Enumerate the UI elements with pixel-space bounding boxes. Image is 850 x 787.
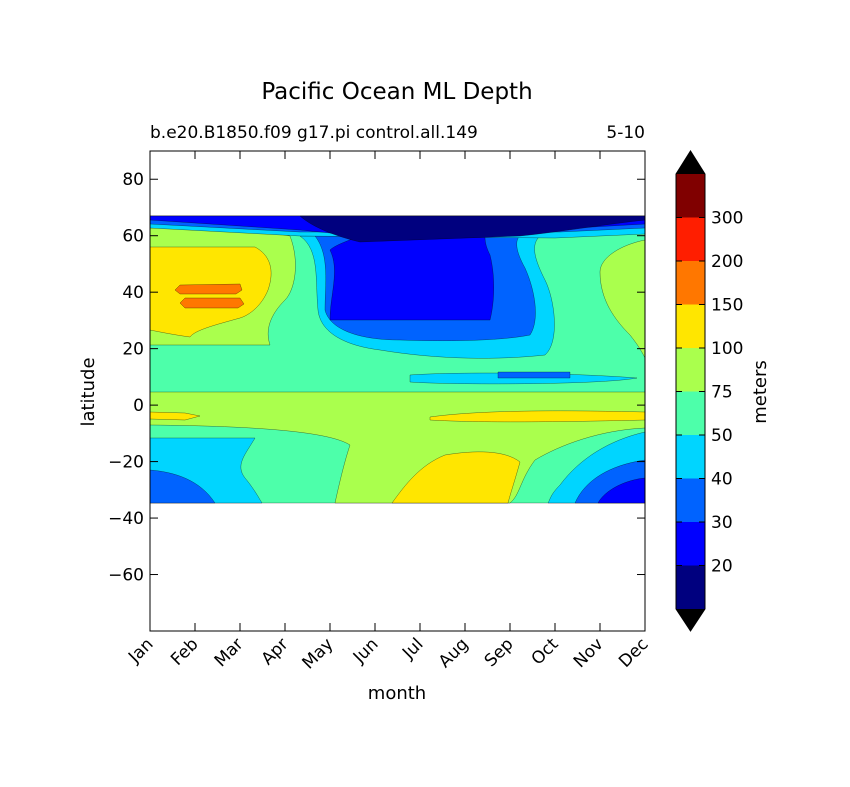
colorbar-segment xyxy=(676,348,705,392)
band-100-150-south xyxy=(391,451,521,504)
y-tick-label: 20 xyxy=(122,340,144,360)
band-30-40-south-left xyxy=(150,469,216,504)
colorbar-tick-label: 50 xyxy=(711,426,733,446)
band-75-100-north-right xyxy=(599,239,645,359)
colorbar-tick-label: 100 xyxy=(711,339,743,359)
colorbar-segment xyxy=(676,565,705,609)
band-30-40-equator xyxy=(497,371,571,379)
x-tick-label: Jan xyxy=(124,634,157,667)
y-tick-label: 60 xyxy=(122,227,144,247)
colorbar-extend-top xyxy=(676,151,705,174)
plot-frame xyxy=(149,150,646,632)
band-40-50-equator xyxy=(409,372,638,385)
y-tick-label: −20 xyxy=(108,453,144,473)
band-150-200-north-a xyxy=(174,283,243,295)
colorbar-outline xyxy=(675,150,706,632)
x-tick-label: Sep xyxy=(481,634,518,671)
colorbar-segment xyxy=(676,261,705,305)
colorbar-segment xyxy=(676,391,705,435)
band-lt20-polar xyxy=(299,215,645,243)
colorbar-tick-label: 200 xyxy=(711,252,743,272)
colorbar-segment xyxy=(676,522,705,566)
colorbar-extend-bottom xyxy=(676,609,705,631)
colorbar-tick-label: 75 xyxy=(711,383,733,403)
x-tick-label: Feb xyxy=(167,634,202,669)
colorbar-segment xyxy=(676,217,705,261)
colorbar-segment xyxy=(676,435,705,479)
y-axis-label: latitude xyxy=(78,357,99,426)
colorbar-tick-label: 150 xyxy=(711,296,743,316)
x-tick-label: Oct xyxy=(528,634,563,669)
colorbar-segment xyxy=(676,174,705,218)
y-tick-label: 40 xyxy=(122,283,144,303)
band-150-200-north-b xyxy=(179,297,245,309)
colorbar: 20 30 40 50 75 100 150 200 300 xyxy=(675,150,743,632)
band-100-150-tropics xyxy=(150,410,645,423)
y-tick-label: −40 xyxy=(108,509,144,529)
x-tick-label: Jul xyxy=(398,634,427,663)
x-tick-label: Jun xyxy=(349,634,383,668)
colorbar-tick-label: 300 xyxy=(711,209,743,229)
chart-subtitle-left: b.e20.B1850.f09 g17.pi control.all.149 xyxy=(150,123,478,143)
plot-area xyxy=(150,151,645,631)
y-tick-label: 80 xyxy=(122,170,144,190)
colorbar-tick-label: 20 xyxy=(711,557,733,577)
chart-title: Pacific Ocean ML Depth xyxy=(261,79,532,105)
colorbar-segment xyxy=(676,304,705,348)
x-tick-label: Mar xyxy=(211,634,248,671)
colorbar-tick-label: 40 xyxy=(711,470,733,490)
band-20-30-south-right xyxy=(597,477,645,504)
contour-fills xyxy=(150,215,645,504)
x-tick-label: Dec xyxy=(615,634,652,671)
x-axis-label: month xyxy=(368,683,426,704)
x-tick-label: Aug xyxy=(435,634,473,672)
colorbar-label: meters xyxy=(750,360,771,424)
chart-subtitle-right: 5-10 xyxy=(606,123,645,143)
x-tick-label: Apr xyxy=(258,634,293,669)
x-tick-label: Nov xyxy=(570,634,608,672)
colorbar-segment xyxy=(676,478,705,522)
y-tick-label: −60 xyxy=(108,566,144,586)
y-tick-label: 0 xyxy=(133,396,144,416)
band-20-30-north xyxy=(329,235,494,321)
y-axis: 80 60 40 20 0 −20 −40 −60 xyxy=(108,170,645,586)
x-tick-label: May xyxy=(299,634,338,673)
colorbar-tick-label: 30 xyxy=(711,513,733,533)
